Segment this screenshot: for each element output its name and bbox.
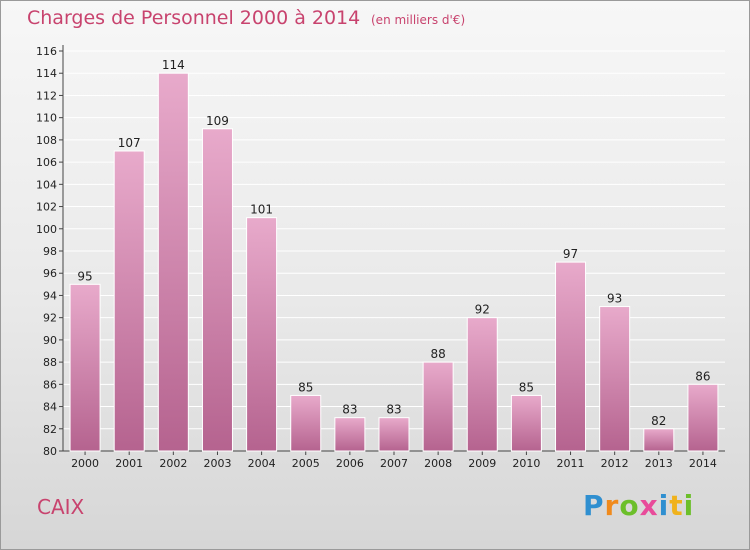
y-tick-label: 100 xyxy=(36,223,57,236)
y-tick-label: 92 xyxy=(43,312,57,325)
bar xyxy=(466,317,498,452)
y-tick-label: 80 xyxy=(43,445,57,458)
bar-value-label: 95 xyxy=(77,269,92,283)
bar xyxy=(510,394,542,452)
bar xyxy=(69,283,101,452)
y-tick-label: 116 xyxy=(36,45,57,58)
logo-letter: o xyxy=(619,489,640,522)
bar xyxy=(422,361,454,452)
y-tick-label: 114 xyxy=(36,67,57,80)
x-tick-label: 2014 xyxy=(689,457,717,470)
y-tick-label: 102 xyxy=(36,201,57,214)
x-tick-label: 2010 xyxy=(512,457,540,470)
bar-value-label: 114 xyxy=(162,58,185,72)
bar xyxy=(246,217,278,452)
bar xyxy=(378,417,410,452)
bar-value-label: 101 xyxy=(250,203,273,217)
bar-value-label: 83 xyxy=(386,403,401,417)
bar xyxy=(687,383,719,452)
bar xyxy=(290,394,322,452)
y-tick-label: 88 xyxy=(43,356,57,369)
bar-value-label: 85 xyxy=(519,380,534,394)
bar xyxy=(157,72,189,452)
x-tick-label: 2013 xyxy=(645,457,673,470)
y-tick-label: 108 xyxy=(36,134,57,147)
x-tick-label: 2007 xyxy=(380,457,408,470)
x-tick-label: 2012 xyxy=(601,457,629,470)
x-tick-label: 2003 xyxy=(203,457,231,470)
place-name: CAIX xyxy=(37,495,85,519)
x-tick-label: 2006 xyxy=(336,457,364,470)
y-tick-label: 112 xyxy=(36,89,57,102)
y-tick-label: 96 xyxy=(43,267,57,280)
x-tick-label: 2009 xyxy=(468,457,496,470)
logo-letter: i xyxy=(683,489,695,522)
bar-value-label: 107 xyxy=(118,136,141,150)
logo-letter: x xyxy=(639,489,659,522)
bar-value-label: 93 xyxy=(607,292,622,306)
x-tick-label: 2000 xyxy=(71,457,99,470)
y-tick-label: 82 xyxy=(43,423,57,436)
y-tick-label: 106 xyxy=(36,156,57,169)
bar-value-label: 88 xyxy=(430,347,445,361)
logo-letter: t xyxy=(669,489,684,522)
bar xyxy=(555,261,587,452)
proxiti-logo[interactable]: Proxiti xyxy=(583,489,694,522)
bar xyxy=(599,306,631,452)
y-tick-label: 98 xyxy=(43,245,57,258)
x-tick-label: 2011 xyxy=(557,457,585,470)
bar-value-label: 109 xyxy=(206,114,229,128)
y-tick-label: 104 xyxy=(36,178,57,191)
chart-subtitle: (en milliers d'€) xyxy=(371,13,466,27)
y-tick-label: 90 xyxy=(43,334,57,347)
bar xyxy=(113,150,145,452)
y-tick-label: 86 xyxy=(43,378,57,391)
x-tick-label: 2008 xyxy=(424,457,452,470)
chart-title: Charges de Personnel 2000 à 2014 xyxy=(27,7,361,29)
bar-value-label: 83 xyxy=(342,403,357,417)
bar-value-label: 86 xyxy=(695,369,710,383)
bar-value-label: 97 xyxy=(563,247,578,261)
logo-letter: i xyxy=(658,489,670,522)
bar xyxy=(643,428,675,452)
bars xyxy=(69,72,719,452)
x-tick-label: 2005 xyxy=(292,457,320,470)
logo-letter: P xyxy=(583,489,605,522)
bar-value-label: 92 xyxy=(475,303,490,317)
x-tick-label: 2002 xyxy=(159,457,187,470)
bar-value-label: 85 xyxy=(298,380,313,394)
y-tick-label: 84 xyxy=(43,401,57,414)
x-tick-label: 2001 xyxy=(115,457,143,470)
y-tick-label: 94 xyxy=(43,289,57,302)
labels: 80 82 84 86 88 90 92 94 96 98 100 102 104 106 108 110 11… xyxy=(36,45,717,470)
y-tick-label: 110 xyxy=(36,112,57,125)
logo-letter: r xyxy=(604,489,620,522)
bar xyxy=(201,128,233,452)
bar xyxy=(334,417,366,452)
bar-value-label: 82 xyxy=(651,414,666,428)
x-tick-label: 2004 xyxy=(248,457,276,470)
